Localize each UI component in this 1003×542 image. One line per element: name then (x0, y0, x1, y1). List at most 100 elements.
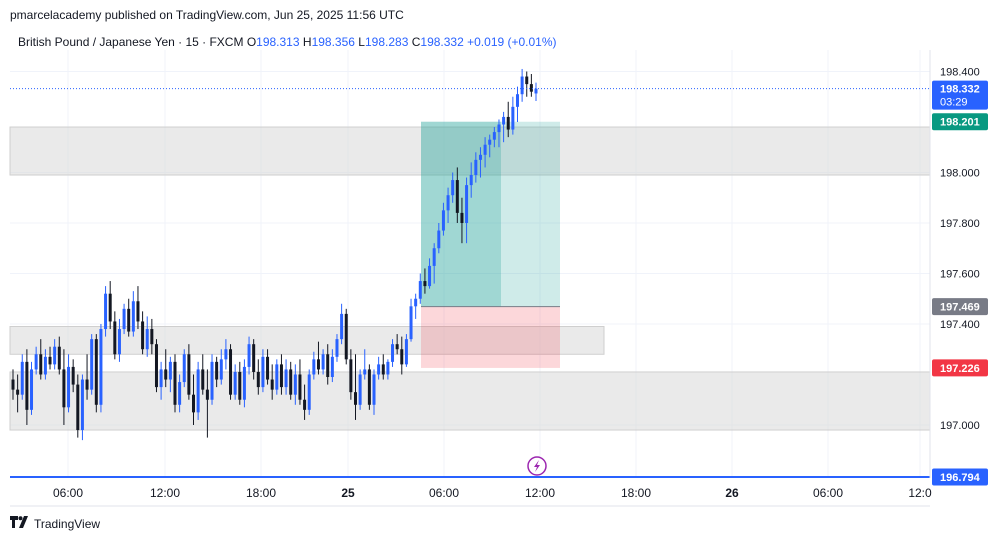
candle-body (502, 116, 506, 125)
candle-body (478, 154, 482, 160)
candle-body (43, 356, 47, 375)
candle-body (520, 76, 524, 95)
time-tick-label: 18:00 (621, 486, 651, 500)
candle-body (441, 210, 445, 231)
candle-body (154, 344, 158, 388)
candle-body (201, 369, 205, 390)
stop-zone (421, 306, 560, 368)
entry-price-tag: 197.469 (940, 302, 980, 314)
entry-price-tag-bg (932, 298, 988, 316)
candle-body (150, 329, 154, 345)
price-axis: 198.400 198.000 197.800 197.600 197.400 197.0… (929, 50, 988, 486)
candle-body (460, 212, 464, 223)
candle-body (117, 329, 121, 355)
candle-body (94, 339, 98, 405)
candle-body (173, 361, 177, 405)
time-tick-label: 18:00 (246, 486, 276, 500)
candle-body (414, 298, 418, 307)
gray-zone (9, 326, 605, 355)
candle-body (377, 364, 381, 375)
candle-body (451, 180, 455, 196)
candle-body (256, 371, 260, 388)
candle-body (303, 399, 307, 410)
candle-body (48, 356, 52, 365)
candle-body (39, 354, 43, 375)
candle-body (99, 329, 103, 405)
tradingview-brand[interactable]: TradingView (10, 516, 100, 531)
candle-body (358, 374, 362, 405)
publisher-line: pmarcelacademy published on TradingView.… (10, 8, 404, 22)
candle-body (363, 369, 367, 375)
time-axis: 06:00 12:00 18:00 25 06:00 12:00 18:00 26 06:00 1… (10, 486, 932, 507)
candle-body (446, 195, 450, 211)
candle-body (164, 369, 168, 380)
candle-body (506, 116, 510, 130)
candle-body (344, 313, 348, 360)
price-tick-label: 197.400 (940, 319, 980, 331)
candle-body (210, 361, 214, 400)
candle-body (293, 374, 297, 395)
price-tick-label: 197.000 (940, 420, 980, 432)
price-tick-label: 198.000 (940, 167, 980, 179)
candle-body (284, 369, 288, 388)
candle-body (108, 293, 112, 322)
candle-body (261, 356, 265, 388)
candle-body (113, 321, 117, 355)
price-tick-label: 197.600 (940, 268, 980, 280)
candle-body (238, 371, 242, 400)
support-resistance-zones (9, 126, 931, 431)
candle-body (122, 308, 126, 330)
time-tick-label: 25 (341, 486, 355, 500)
candle-body (90, 339, 94, 390)
candle-body (57, 346, 61, 370)
candle-body (335, 339, 339, 357)
time-tick-label: 12:00 (150, 486, 180, 500)
candle-body (159, 369, 163, 388)
stop-price-tag-bg (932, 359, 988, 377)
candle-body (196, 369, 200, 413)
candle-body (104, 293, 108, 330)
candle-body (381, 364, 385, 375)
line-price-tag-bg (932, 468, 988, 486)
candle-body (34, 354, 38, 370)
candle-body (145, 329, 149, 350)
candle-body (219, 359, 223, 380)
tradingview-logo-icon (10, 516, 30, 531)
candle-body (252, 344, 256, 372)
candle-body (127, 308, 131, 332)
candle-body (215, 361, 219, 380)
candle-body (367, 369, 371, 405)
candle-body (474, 159, 478, 176)
candle-body (529, 84, 533, 92)
gray-zone (9, 371, 931, 431)
candle-body (187, 354, 191, 395)
candle-body (423, 281, 427, 287)
symbol-name: British Pound / Japanese Yen · 15 · FXCM (18, 35, 244, 49)
change-value: +0.019 (+0.01%) (467, 35, 557, 49)
price-tick-label: 198.400 (940, 66, 980, 78)
time-tick-label: 12:0 (908, 486, 932, 500)
candle-body (428, 265, 432, 287)
candle-body (141, 321, 145, 350)
line-price-tag: 196.794 (940, 472, 981, 484)
candle-body (242, 366, 246, 400)
symbol-legend: British Pound / Japanese Yen · 15 · FXCM… (18, 35, 557, 49)
candle-body (409, 306, 413, 340)
countdown-label: 03:29 (940, 97, 968, 109)
candle-body (131, 301, 135, 332)
candle-body (266, 356, 270, 380)
candle-body (25, 361, 29, 410)
time-tick-label: 12:00 (525, 486, 555, 500)
candle-body (182, 354, 186, 383)
candle-body (30, 369, 34, 410)
candle-body (534, 88, 538, 94)
candle-body (340, 313, 344, 340)
high-label: H (302, 35, 312, 49)
candle-body (76, 384, 80, 431)
candle-body (400, 349, 404, 365)
candle-body (53, 346, 57, 365)
open-label: O (246, 35, 257, 49)
candle-body (224, 349, 228, 360)
candle-body (386, 361, 390, 375)
